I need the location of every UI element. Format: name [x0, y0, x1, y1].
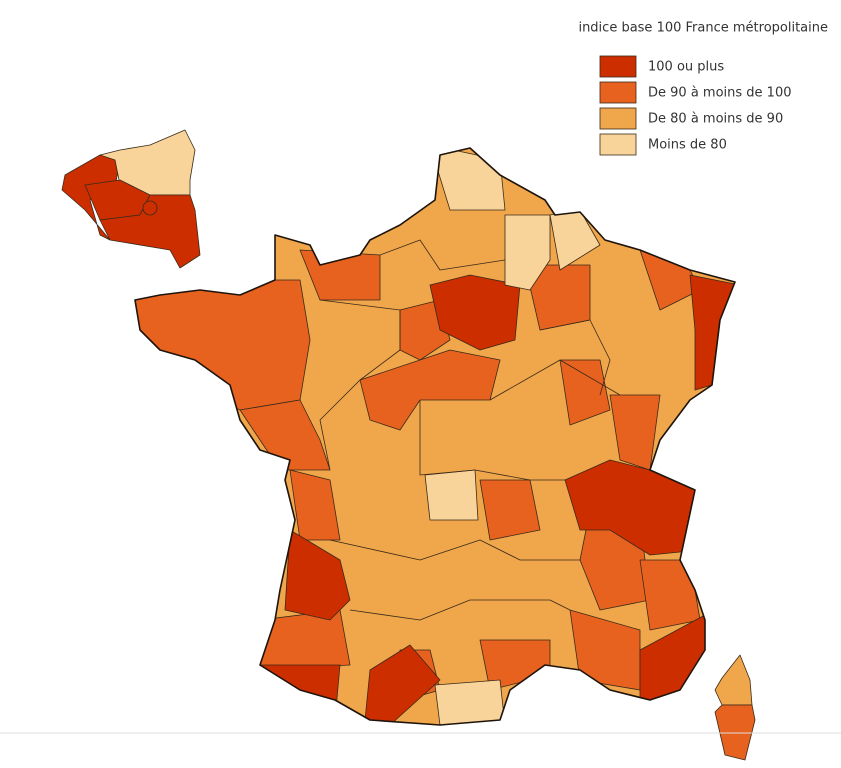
legend: indice base 100 France métropolitaine 10…	[578, 21, 828, 156]
legend-swatch	[599, 81, 637, 104]
legend-label: Moins de 80	[648, 138, 727, 153]
legend-swatch	[599, 55, 637, 78]
legend-swatch	[599, 107, 637, 130]
legend-label: 100 ou plus	[648, 60, 724, 75]
legend-label: De 90 à moins de 100	[648, 86, 791, 101]
paris-inset	[61, 129, 201, 269]
france-map	[61, 129, 756, 761]
legend-items: 100 ou plus De 90 à moins de 100 De 80 à m…	[599, 55, 791, 156]
france-outline	[134, 147, 736, 726]
corsica	[714, 654, 756, 761]
legend-title: indice base 100 France métropolitaine	[578, 21, 828, 36]
legend-swatch	[599, 133, 637, 156]
legend-label: De 80 à moins de 90	[648, 112, 783, 127]
